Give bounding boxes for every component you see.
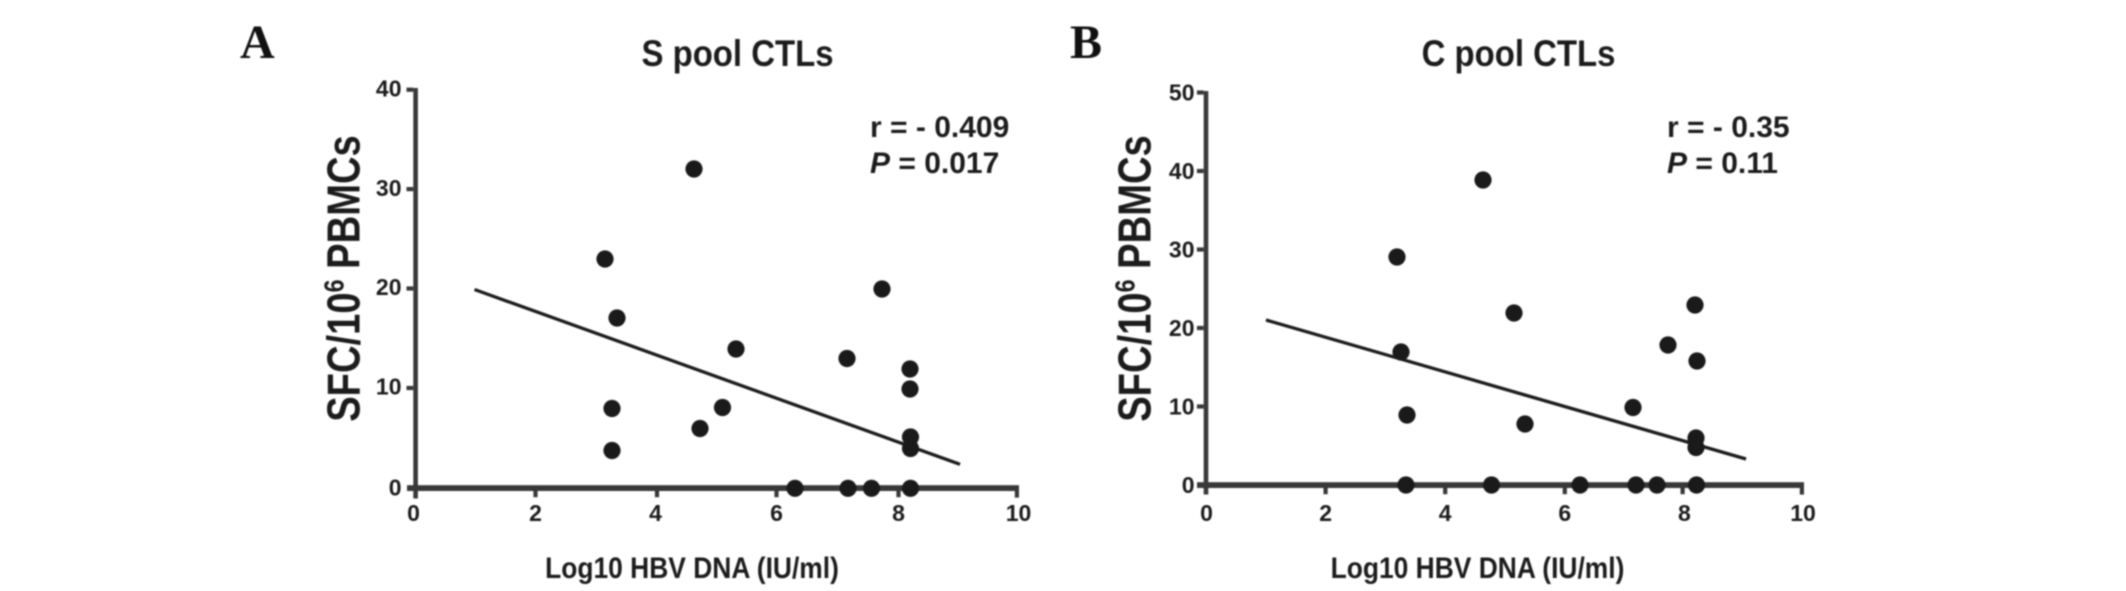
svg-text:8: 8	[892, 500, 905, 526]
svg-text:SFC/106 PBMCs: SFC/106 PBMCs	[1109, 135, 1160, 422]
svg-text:0: 0	[389, 474, 402, 500]
svg-text:20: 20	[376, 274, 402, 300]
svg-text:10: 10	[376, 374, 402, 400]
svg-text:C pool CTLs: C pool CTLs	[1422, 33, 1616, 74]
svg-text:r = - 0.35: r = - 0.35	[1667, 111, 1790, 144]
svg-text:6: 6	[1558, 500, 1571, 526]
svg-text:0: 0	[1182, 472, 1195, 498]
svg-text:20: 20	[1169, 315, 1195, 341]
svg-text:30: 30	[376, 175, 402, 201]
svg-text:2: 2	[529, 500, 542, 526]
svg-text:A: A	[240, 16, 275, 69]
svg-text:r = - 0.409: r = - 0.409	[870, 111, 1009, 144]
svg-text:30: 30	[1169, 237, 1195, 263]
svg-text:4: 4	[649, 500, 662, 526]
svg-text:8: 8	[1678, 500, 1691, 526]
svg-text:2: 2	[1319, 500, 1332, 526]
svg-text:40: 40	[1169, 158, 1195, 184]
svg-text:40: 40	[376, 75, 402, 101]
svg-text:10: 10	[1006, 500, 1032, 526]
svg-text:6: 6	[770, 500, 783, 526]
svg-text:Log10 HBV DNA (IU/ml): Log10 HBV DNA (IU/ml)	[1331, 550, 1625, 584]
svg-text:Log10 HBV DNA (IU/ml): Log10 HBV DNA (IU/ml)	[545, 550, 839, 584]
svg-text:50: 50	[1169, 80, 1195, 106]
svg-text:S pool CTLs: S pool CTLs	[641, 33, 833, 74]
svg-text:B: B	[1070, 16, 1102, 69]
svg-text:P = 0.11: P = 0.11	[1667, 147, 1778, 180]
svg-text:4: 4	[1439, 500, 1452, 526]
svg-text:0: 0	[407, 500, 420, 526]
svg-text:0: 0	[1200, 500, 1213, 526]
svg-text:P = 0.017: P = 0.017	[870, 147, 999, 180]
svg-text:10: 10	[1790, 500, 1816, 526]
svg-text:10: 10	[1169, 394, 1195, 420]
svg-text:SFC/106 PBMCs: SFC/106 PBMCs	[318, 135, 369, 422]
